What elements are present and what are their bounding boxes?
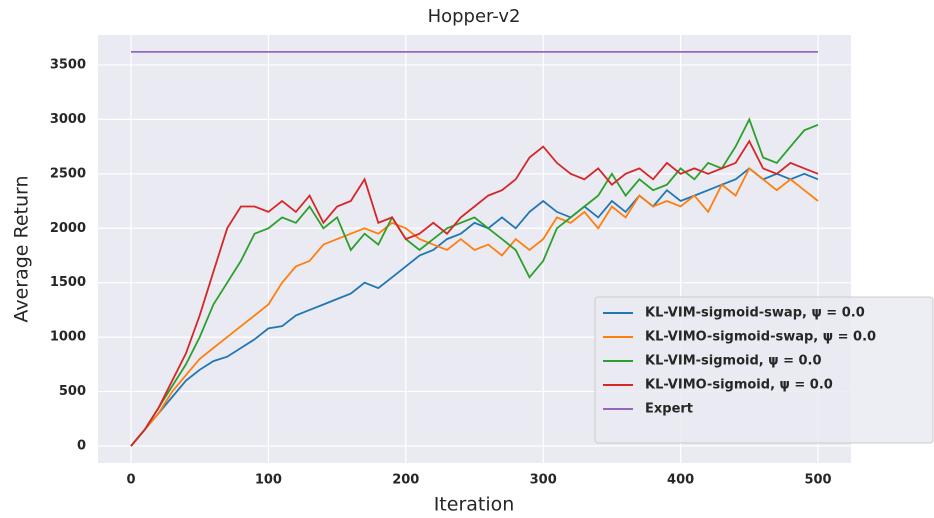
series-line [130, 117, 819, 447]
y-tick-label: 2000 [50, 221, 86, 236]
series-line [130, 167, 819, 447]
y-tick-label: 3000 [50, 112, 86, 127]
legend-label: KL-VIMO-sigmoid, ψ = 0.0 [645, 378, 833, 393]
y-tick-label: 2500 [50, 166, 86, 181]
y-axis-label: Average Return [11, 175, 33, 322]
y-tick-label: 1000 [50, 330, 86, 345]
x-tick-label: 400 [667, 473, 694, 488]
legend-box [594, 296, 934, 444]
legend-label: KL-VIM-sigmoid, ψ = 0.0 [645, 354, 822, 369]
y-tick-label: 0 [77, 439, 86, 454]
y-tick-label: 3500 [50, 57, 86, 72]
x-tick-label: 100 [255, 473, 282, 488]
x-tick-label: 200 [392, 473, 419, 488]
chart-title: Hopper-v2 [428, 6, 521, 27]
legend-label: Expert [645, 402, 693, 417]
x-tick-label: 500 [804, 473, 831, 488]
x-axis-label: Iteration [434, 494, 515, 516]
series-line [130, 167, 819, 447]
x-tick-label: 300 [530, 473, 557, 488]
series-line [130, 139, 819, 447]
legend-label: KL-VIM-sigmoid-swap, ψ = 0.0 [645, 306, 865, 321]
y-tick-label: 500 [59, 384, 86, 399]
y-tick-label: 1500 [50, 275, 86, 290]
legend-label: KL-VIMO-sigmoid-swap, ψ = 0.0 [645, 330, 876, 345]
x-tick-label: 0 [126, 473, 135, 488]
